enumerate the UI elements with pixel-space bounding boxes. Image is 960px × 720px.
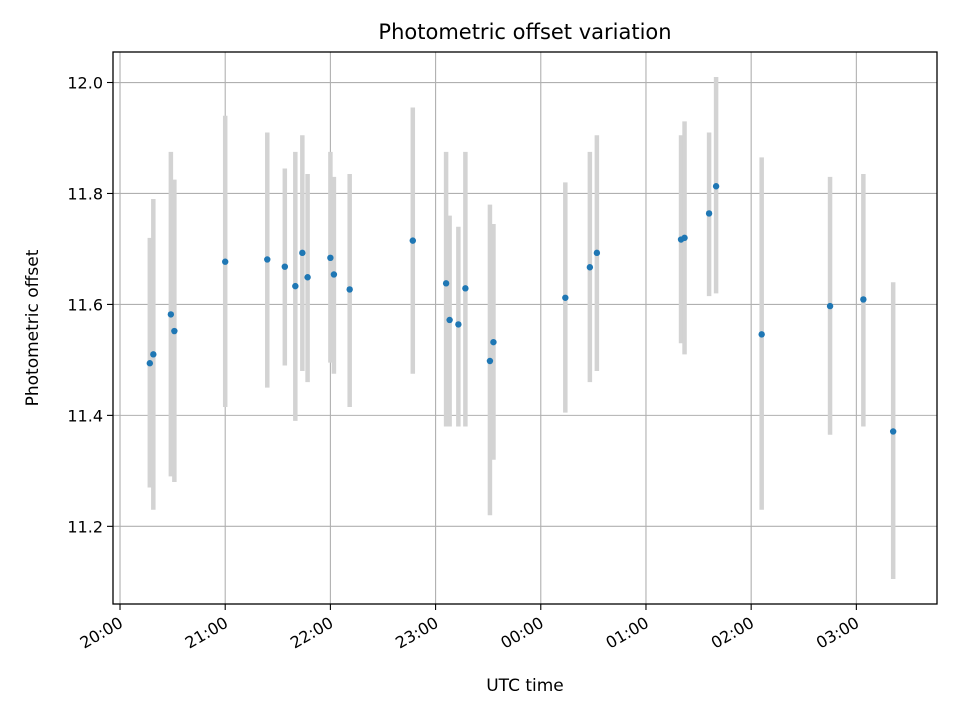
data-point	[150, 351, 157, 358]
data-point	[409, 237, 416, 244]
data-point	[292, 282, 299, 290]
data-point	[490, 338, 497, 346]
data-point	[346, 286, 353, 293]
data-point	[681, 234, 688, 242]
data-point	[562, 294, 569, 301]
y-tick-label: 11.4	[67, 406, 103, 425]
x-tick-label: 21:00	[182, 613, 231, 653]
y-axis-ticks: 11.2 11.4 11.6 11.8 12.0	[67, 74, 113, 536]
data-point	[486, 357, 494, 365]
data-point	[705, 210, 713, 217]
data-point	[299, 249, 306, 257]
x-tick-label: 02:00	[708, 613, 757, 653]
data-point	[712, 183, 720, 190]
data-point	[304, 274, 311, 281]
y-tick-label: 11.8	[67, 184, 103, 203]
data-point	[264, 256, 271, 263]
x-tick-label: 22:00	[287, 613, 336, 653]
data-point	[442, 280, 450, 287]
data-point	[171, 327, 178, 335]
plot-frame	[112, 51, 938, 605]
x-tick-label: 23:00	[392, 613, 441, 653]
data-point	[826, 302, 834, 310]
x-axis-ticks: 20:00 21:00 22:00 23:00 00:00 01:00 02:00 03:00	[77, 604, 862, 653]
data-point	[167, 311, 175, 318]
data-point	[586, 264, 594, 271]
data-point	[462, 285, 469, 292]
x-tick-label: 03:00	[813, 613, 862, 653]
x-tick-label: 01:00	[603, 613, 652, 653]
data-point	[330, 271, 338, 278]
data-point	[146, 360, 154, 367]
data-point	[446, 316, 453, 324]
x-axis-label: UTC time	[486, 676, 564, 696]
error-bars	[147, 76, 896, 580]
data-point	[593, 249, 601, 257]
x-tick-label: 00:00	[497, 613, 546, 653]
data-point	[327, 254, 334, 262]
data-point	[758, 331, 765, 338]
y-axis-label: Photometric offset	[23, 249, 43, 406]
grid	[113, 52, 937, 604]
chart-title: Photometric offset variation	[378, 20, 671, 44]
data-point	[281, 263, 289, 270]
data-point	[455, 321, 462, 328]
x-tick-label: 20:00	[77, 613, 126, 653]
y-tick-label: 11.6	[67, 295, 103, 314]
y-tick-label: 12.0	[67, 74, 103, 93]
data-point	[860, 296, 867, 303]
data-points	[146, 183, 897, 435]
y-tick-label: 11.2	[67, 517, 103, 536]
data-point	[889, 428, 897, 435]
data-point	[222, 258, 229, 265]
